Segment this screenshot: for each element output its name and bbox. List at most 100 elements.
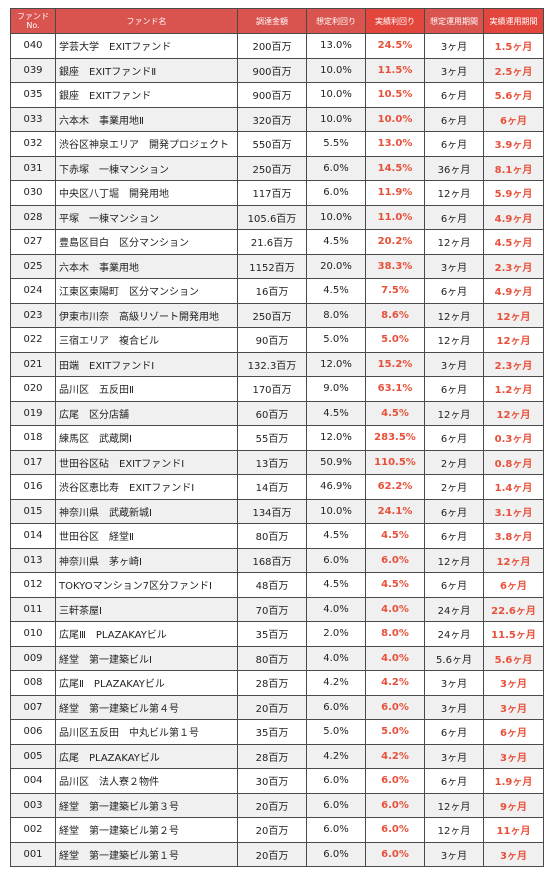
fund-name-cell: 銀座 EXITファンド	[55, 82, 238, 108]
estimated-period-cell: 24ヶ月	[424, 596, 484, 622]
fund-no-cell: 012	[10, 572, 56, 598]
fund-name-cell: 神奈川県 武蔵新城Ⅰ	[55, 498, 238, 524]
table-row: 040 学芸大学 EXITファンド 200百万 13.0% 24.5% 3ヶ月 1.5ヶ月	[10, 33, 544, 59]
header-fund-name: ファンド名	[55, 8, 238, 34]
estimated-period-cell: 12ヶ月	[424, 792, 484, 818]
amount-cell: 55百万	[237, 425, 307, 451]
actual-yield-cell: 5.0%	[365, 719, 425, 745]
estimated-yield-cell: 6.0%	[306, 768, 366, 794]
actual-period-cell: 3ヶ月	[483, 743, 544, 769]
estimated-period-cell: 6ヶ月	[424, 523, 484, 549]
estimated-period-cell: 36ヶ月	[424, 155, 484, 181]
amount-cell: 80百万	[237, 523, 307, 549]
estimated-yield-cell: 4.5%	[306, 523, 366, 549]
fund-no-cell: 005	[10, 743, 56, 769]
fund-name-cell: 江東区東陽町 区分マンション	[55, 278, 238, 304]
fund-name-cell: 経堂 第一建築ビルⅠ	[55, 645, 238, 671]
fund-name-cell: 渋谷区神泉エリア 開発プロジェクト	[55, 131, 238, 157]
estimated-period-cell: 2ヶ月	[424, 474, 484, 500]
fund-name-cell: 広尾 PLAZAKAYビル	[55, 743, 238, 769]
actual-yield-cell: 24.1%	[365, 498, 425, 524]
fund-name-cell: 六本木 事業用地Ⅱ	[55, 106, 238, 132]
amount-cell: 28百万	[237, 743, 307, 769]
actual-period-cell: 2.5ヶ月	[483, 57, 544, 83]
fund-name-cell: 経堂 第一建築ビル第４号	[55, 694, 238, 720]
actual-period-cell: 4.9ヶ月	[483, 278, 544, 304]
table-row: 027 豊島区目白 区分マンション 21.6百万 4.5% 20.2% 12ヶ月 4.5ヶ月	[10, 229, 544, 255]
header-estimated-period: 想定運用期間	[424, 8, 484, 34]
amount-cell: 30百万	[237, 768, 307, 794]
fund-name-cell: 広尾 区分店舗	[55, 400, 238, 426]
estimated-yield-cell: 46.9%	[306, 474, 366, 500]
actual-yield-cell: 38.3%	[365, 253, 425, 279]
amount-cell: 168百万	[237, 547, 307, 573]
amount-cell: 16百万	[237, 278, 307, 304]
amount-cell: 900百万	[237, 57, 307, 83]
actual-yield-cell: 10.0%	[365, 106, 425, 132]
estimated-yield-cell: 4.0%	[306, 596, 366, 622]
actual-period-cell: 0.3ヶ月	[483, 425, 544, 451]
amount-cell: 60百万	[237, 400, 307, 426]
actual-period-cell: 6ヶ月	[483, 572, 544, 598]
estimated-period-cell: 3ヶ月	[424, 694, 484, 720]
fund-no-cell: 027	[10, 229, 56, 255]
amount-cell: 900百万	[237, 82, 307, 108]
estimated-period-cell: 6ヶ月	[424, 106, 484, 132]
actual-period-cell: 1.9ヶ月	[483, 768, 544, 794]
actual-period-cell: 5.6ヶ月	[483, 82, 544, 108]
amount-cell: 21.6百万	[237, 229, 307, 255]
actual-yield-cell: 110.5%	[365, 449, 425, 475]
estimated-yield-cell: 6.0%	[306, 817, 366, 843]
estimated-period-cell: 6ヶ月	[424, 498, 484, 524]
actual-period-cell: 6ヶ月	[483, 106, 544, 132]
amount-cell: 20百万	[237, 841, 307, 867]
estimated-yield-cell: 10.0%	[306, 82, 366, 108]
fund-no-cell: 001	[10, 841, 56, 867]
estimated-yield-cell: 6.0%	[306, 180, 366, 206]
fund-name-cell: 豊島区目白 区分マンション	[55, 229, 238, 255]
estimated-period-cell: 24ヶ月	[424, 621, 484, 647]
fund-name-cell: 品川区五反田 中丸ビル第１号	[55, 719, 238, 745]
fund-name-cell: 品川区 五反田Ⅱ	[55, 376, 238, 402]
fund-no-cell: 030	[10, 180, 56, 206]
estimated-period-cell: 5.6ヶ月	[424, 645, 484, 671]
estimated-yield-cell: 4.0%	[306, 645, 366, 671]
actual-period-cell: 2.3ヶ月	[483, 253, 544, 279]
fund-no-cell: 028	[10, 204, 56, 230]
amount-cell: 170百万	[237, 376, 307, 402]
fund-name-cell: 三軒茶屋Ⅰ	[55, 596, 238, 622]
estimated-yield-cell: 5.5%	[306, 131, 366, 157]
table-row: 003 経堂 第一建築ビル第３号 20百万 6.0% 6.0% 12ヶ月 9ヶ月	[10, 792, 544, 818]
estimated-yield-cell: 50.9%	[306, 449, 366, 475]
fund-no-cell: 020	[10, 376, 56, 402]
estimated-period-cell: 3ヶ月	[424, 33, 484, 59]
actual-yield-cell: 6.0%	[365, 792, 425, 818]
estimated-yield-cell: 4.5%	[306, 572, 366, 598]
estimated-period-cell: 6ヶ月	[424, 376, 484, 402]
actual-period-cell: 9ヶ月	[483, 792, 544, 818]
estimated-period-cell: 3ヶ月	[424, 670, 484, 696]
table-row: 010 広尾Ⅲ PLAZAKAYビル 35百万 2.0% 8.0% 24ヶ月 11.5ヶ月	[10, 621, 544, 647]
estimated-yield-cell: 2.0%	[306, 621, 366, 647]
estimated-period-cell: 6ヶ月	[424, 82, 484, 108]
fund-no-cell: 021	[10, 351, 56, 377]
table-row: 024 江東区東陽町 区分マンション 16百万 4.5% 7.5% 6ヶ月 4.9ヶ月	[10, 278, 544, 304]
actual-yield-cell: 4.5%	[365, 400, 425, 426]
actual-period-cell: 3ヶ月	[483, 670, 544, 696]
header-fund-no: ファンド No.	[10, 8, 56, 34]
table-row: 006 品川区五反田 中丸ビル第１号 35百万 5.0% 5.0% 6ヶ月 6ヶ月	[10, 719, 544, 745]
header-actual-yield: 実績利回り	[365, 8, 425, 34]
estimated-period-cell: 6ヶ月	[424, 719, 484, 745]
estimated-yield-cell: 13.0%	[306, 33, 366, 59]
estimated-period-cell: 6ヶ月	[424, 131, 484, 157]
fund-name-cell: 田端 EXITファンドⅠ	[55, 351, 238, 377]
fund-no-cell: 017	[10, 449, 56, 475]
actual-period-cell: 4.5ヶ月	[483, 229, 544, 255]
estimated-period-cell: 12ヶ月	[424, 180, 484, 206]
amount-cell: 105.6百万	[237, 204, 307, 230]
estimated-yield-cell: 4.5%	[306, 229, 366, 255]
amount-cell: 13百万	[237, 449, 307, 475]
fund-no-cell: 016	[10, 474, 56, 500]
actual-period-cell: 3.8ヶ月	[483, 523, 544, 549]
actual-period-cell: 1.4ヶ月	[483, 474, 544, 500]
